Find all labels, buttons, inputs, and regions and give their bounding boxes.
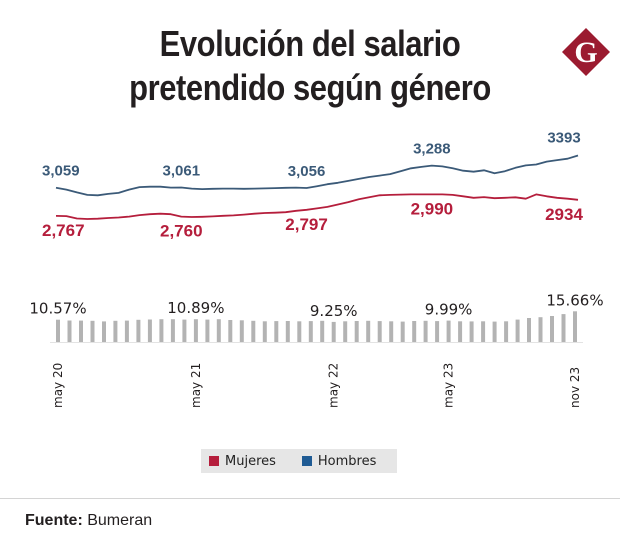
x-tick-label: may 22 (327, 363, 341, 408)
bar (239, 320, 244, 342)
bar (205, 319, 210, 342)
bar (147, 319, 152, 342)
data-label-hombres: 3393 (547, 129, 580, 146)
bar (79, 320, 83, 342)
data-label-mujeres: 2,990 (411, 199, 454, 218)
bar (389, 321, 394, 342)
bar-data-label: 9.25% (310, 302, 358, 320)
bar-data-label: 10.57% (29, 300, 86, 318)
bar (435, 321, 440, 342)
source-note: Fuente: Bumeran (25, 512, 152, 530)
x-tick-group: may 22 (327, 363, 341, 408)
bar (102, 321, 106, 342)
brand-logo-icon: G (562, 28, 610, 76)
bar (481, 321, 486, 342)
bar (538, 317, 543, 342)
bar (67, 320, 72, 342)
bar (561, 314, 566, 342)
data-label-hombres: 3,288 (413, 141, 451, 158)
bar (56, 319, 60, 342)
source-value: Bumeran (87, 512, 153, 529)
data-label-hombres: 3,056 (288, 163, 326, 180)
bar (573, 311, 577, 342)
bar (458, 321, 463, 342)
x-axis: may 20 may 21 may 22 may 23 nov 23 (51, 363, 582, 408)
data-label-hombres: 3,059 (42, 163, 80, 180)
bar (170, 319, 175, 342)
bar (274, 321, 279, 342)
bar (366, 320, 371, 342)
bar (297, 321, 302, 342)
bar (308, 321, 313, 342)
legend-item-mujeres: Mujeres (209, 454, 276, 469)
logo-diamond (562, 28, 610, 76)
bar (377, 321, 382, 342)
title-line-2: pretendido según género (129, 67, 491, 108)
bar (228, 320, 233, 342)
legend-swatch-hombres (301, 456, 312, 466)
line-chart: 3,059 3,061 3,056 3,288 3393 2,767 2,760 2,797 2… (42, 129, 583, 240)
bar (182, 319, 187, 342)
bar (527, 318, 531, 342)
bar (320, 320, 325, 342)
bar-data-label: 15.66% (546, 291, 603, 309)
line-series-mujeres (55, 193, 579, 220)
data-label-mujeres: 2934 (545, 205, 583, 224)
bar (193, 319, 198, 342)
data-label-hombres: 3,061 (163, 163, 201, 180)
bar-chart: 10.57% 10.89% 9.25% 9.99% 15.66% (29, 291, 604, 343)
bar (400, 321, 405, 342)
bar (504, 321, 509, 342)
bar-data-label: 9.99% (425, 301, 473, 319)
x-tick-group: may 20 (51, 363, 65, 408)
bar (550, 316, 554, 342)
bar (216, 319, 221, 342)
x-tick-label: nov 23 (568, 367, 582, 408)
logo-letter: G (574, 36, 597, 69)
x-tick-group: may 21 (189, 363, 203, 408)
legend-swatch-mujeres (209, 456, 219, 466)
bar (446, 320, 451, 342)
bar (262, 321, 267, 342)
x-tick-group: may 23 (442, 363, 456, 408)
data-label-mujeres: 2,767 (42, 221, 85, 240)
legend-label-mujeres: Mujeres (225, 453, 276, 469)
bar (136, 319, 141, 342)
bar (159, 319, 164, 342)
bar-data-label: 10.89% (167, 299, 224, 317)
x-tick-label: may 23 (442, 363, 456, 408)
bar (251, 320, 256, 342)
bar (331, 321, 336, 342)
line-series-hombres (55, 154, 579, 197)
bar (469, 321, 474, 342)
data-label-mujeres: 2,760 (160, 222, 203, 241)
footer-divider (0, 498, 620, 499)
bar (90, 320, 95, 342)
bar (492, 321, 497, 342)
legend: Mujeres Hombres (201, 449, 397, 473)
x-tick-label: may 21 (189, 363, 203, 408)
legend-item-hombres: Hombres (301, 453, 377, 469)
bar (515, 319, 520, 342)
data-label-mujeres: 2,797 (285, 215, 328, 234)
bar (124, 320, 129, 342)
title-line-1: Evolución del salario (159, 23, 461, 64)
bar (343, 321, 348, 342)
legend-label-hombres: Hombres (317, 453, 377, 469)
x-tick-label: may 20 (51, 363, 65, 408)
bar (113, 320, 118, 342)
bar (412, 321, 417, 342)
x-tick-group: nov 23 (568, 367, 582, 408)
chart-title: Evolución del salario pretendido según g… (0, 22, 620, 110)
bar (423, 320, 428, 342)
chart-canvas: 3,059 3,061 3,056 3,288 3393 2,767 2,760 2,797 2… (29, 129, 604, 408)
bar (354, 321, 359, 342)
bar (285, 321, 290, 342)
source-label: Fuente: (25, 512, 83, 529)
